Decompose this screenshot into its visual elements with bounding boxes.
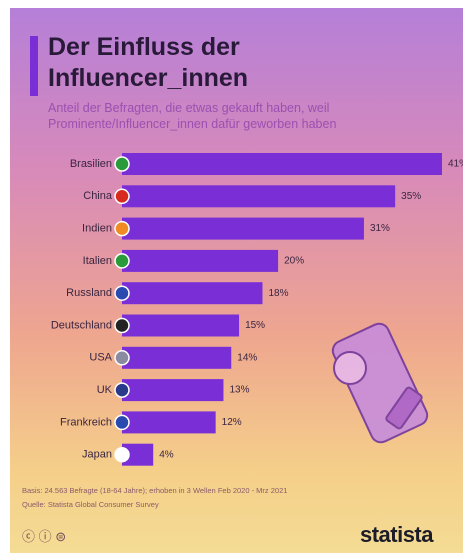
value-label: 15%: [245, 320, 265, 331]
flag: [114, 156, 130, 172]
flag: [114, 253, 130, 269]
flag: [114, 446, 130, 463]
category-label: Frankreich: [60, 416, 112, 428]
illustration: [331, 322, 429, 444]
category-label: Deutschland: [51, 319, 112, 331]
bar: [122, 217, 364, 240]
note: Basis: 24.563 Befragte (18-64 Jahre); er…: [22, 486, 288, 495]
source: Quelle: Statista Global Consumer Survey: [22, 500, 159, 509]
flag: [114, 350, 130, 366]
bar: [122, 249, 279, 272]
chart-subtitle: Anteil der Befragten, die etwas gekauft …: [48, 101, 337, 131]
category-label: UK: [97, 384, 113, 396]
value-label: 35%: [401, 191, 421, 202]
bar: [122, 346, 232, 369]
bar: [122, 282, 263, 305]
bar: [122, 314, 240, 337]
bar: [122, 411, 216, 434]
chart-title: Der Einfluss der Influencer_innen: [48, 33, 249, 92]
flag: [114, 414, 130, 431]
category-label: Japan: [82, 449, 112, 461]
value-label: 41%: [448, 159, 463, 170]
bar: [122, 153, 442, 175]
brand-logo: statista: [359, 522, 434, 547]
category-label: China: [83, 190, 113, 202]
category-label: Italien: [83, 255, 112, 267]
flag: [114, 285, 130, 301]
flag: [114, 188, 130, 205]
category-label: USA: [89, 352, 112, 364]
value-label: 20%: [284, 256, 304, 267]
bar: [122, 443, 154, 466]
bar: [122, 185, 396, 208]
accent-bar: [30, 36, 38, 96]
value-label: 31%: [370, 223, 390, 234]
value-label: 12%: [222, 417, 242, 428]
value-label: 18%: [268, 288, 288, 299]
flag: [114, 382, 130, 398]
category-label: Brasilien: [70, 158, 112, 170]
category-label: Russland: [66, 287, 112, 299]
bar: [122, 379, 224, 402]
category-label: Indien: [82, 223, 112, 235]
value-label: 13%: [229, 385, 249, 396]
value-label: 14%: [237, 352, 257, 363]
flag: [114, 317, 130, 334]
chart: Brasilien 41% China 35% Indien 31% Italien 20% R…: [51, 153, 463, 466]
license-icons: ⓒ ⓘ ⊜: [22, 529, 67, 544]
card: Der Einfluss der Influencer_innen Anteil…: [10, 8, 463, 553]
value-label: 4%: [159, 449, 174, 460]
flag: [114, 220, 130, 237]
